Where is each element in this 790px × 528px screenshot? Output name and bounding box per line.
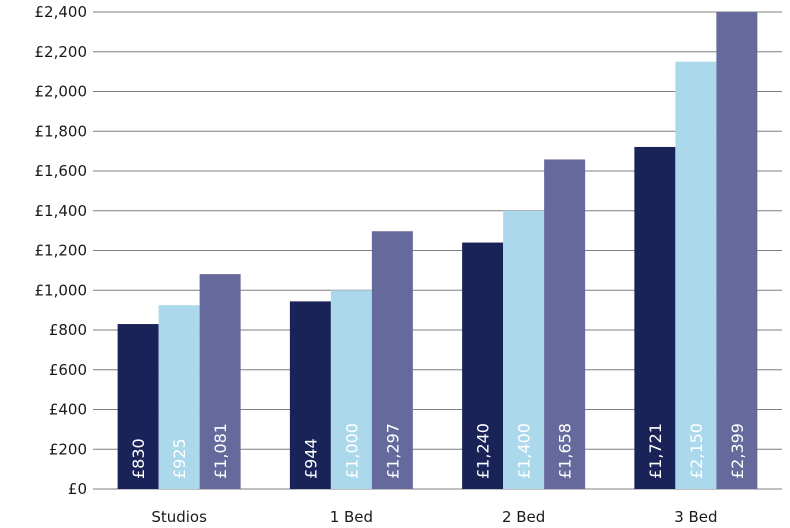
x-category-label: 2 Bed bbox=[502, 508, 545, 526]
bars bbox=[117, 12, 758, 490]
bar-data-label: £1,081 bbox=[211, 423, 230, 479]
bar-data-label: £1,240 bbox=[474, 423, 493, 479]
y-tick-label: £1,000 bbox=[35, 281, 88, 299]
bar bbox=[371, 231, 413, 489]
y-tick-label: £800 bbox=[49, 321, 87, 339]
y-tick-label: £200 bbox=[49, 440, 87, 458]
y-tick-label: £1,600 bbox=[35, 162, 88, 180]
y-tick-label: £2,400 bbox=[35, 3, 88, 21]
bar bbox=[158, 305, 200, 489]
bar-data-label: £2,150 bbox=[687, 423, 706, 479]
bar-data-label: £1,721 bbox=[646, 423, 665, 479]
bar bbox=[675, 61, 717, 489]
bar bbox=[117, 324, 159, 489]
y-tick-label: £1,200 bbox=[35, 242, 88, 260]
y-tick-label: £600 bbox=[49, 361, 87, 379]
bar bbox=[462, 242, 504, 489]
bar bbox=[716, 12, 758, 489]
bar-data-labels: £830 £925 £1,081 £944 £1,000 £1,297 £1,240 £1,4… bbox=[129, 423, 747, 479]
x-category-label: 3 Bed bbox=[674, 508, 717, 526]
bar bbox=[544, 159, 586, 489]
bar bbox=[289, 301, 331, 489]
bar-data-label: £1,297 bbox=[383, 423, 402, 479]
bar bbox=[503, 210, 545, 489]
x-axis-category-labels: Studios 1 Bed 2 Bed 3 Bed bbox=[151, 508, 717, 526]
bar-data-label: £2,399 bbox=[728, 423, 747, 479]
bar-data-label: £925 bbox=[170, 438, 189, 479]
y-tick-label: £0 bbox=[68, 480, 87, 498]
x-category-label: 1 Bed bbox=[330, 508, 373, 526]
bar-data-label: £944 bbox=[301, 438, 320, 479]
bar bbox=[330, 290, 372, 489]
y-tick-label: £1,800 bbox=[35, 122, 88, 140]
bar bbox=[634, 146, 676, 490]
y-tick-label: £1,400 bbox=[35, 202, 88, 220]
bar-data-label: £1,400 bbox=[515, 423, 534, 479]
y-axis-tick-labels: £0 £200 £400 £600 £800 £1,000 £1,200 £1,400 £1,6… bbox=[35, 3, 88, 498]
bar-data-label: £1,658 bbox=[556, 423, 575, 479]
y-tick-label: £400 bbox=[49, 401, 87, 419]
y-tick-label: £2,200 bbox=[35, 43, 88, 61]
y-tick-label: £2,000 bbox=[35, 83, 88, 101]
bar-data-label: £830 bbox=[129, 438, 148, 479]
bar bbox=[199, 274, 241, 489]
bar-data-label: £1,000 bbox=[342, 423, 361, 479]
x-category-label: Studios bbox=[151, 508, 207, 526]
